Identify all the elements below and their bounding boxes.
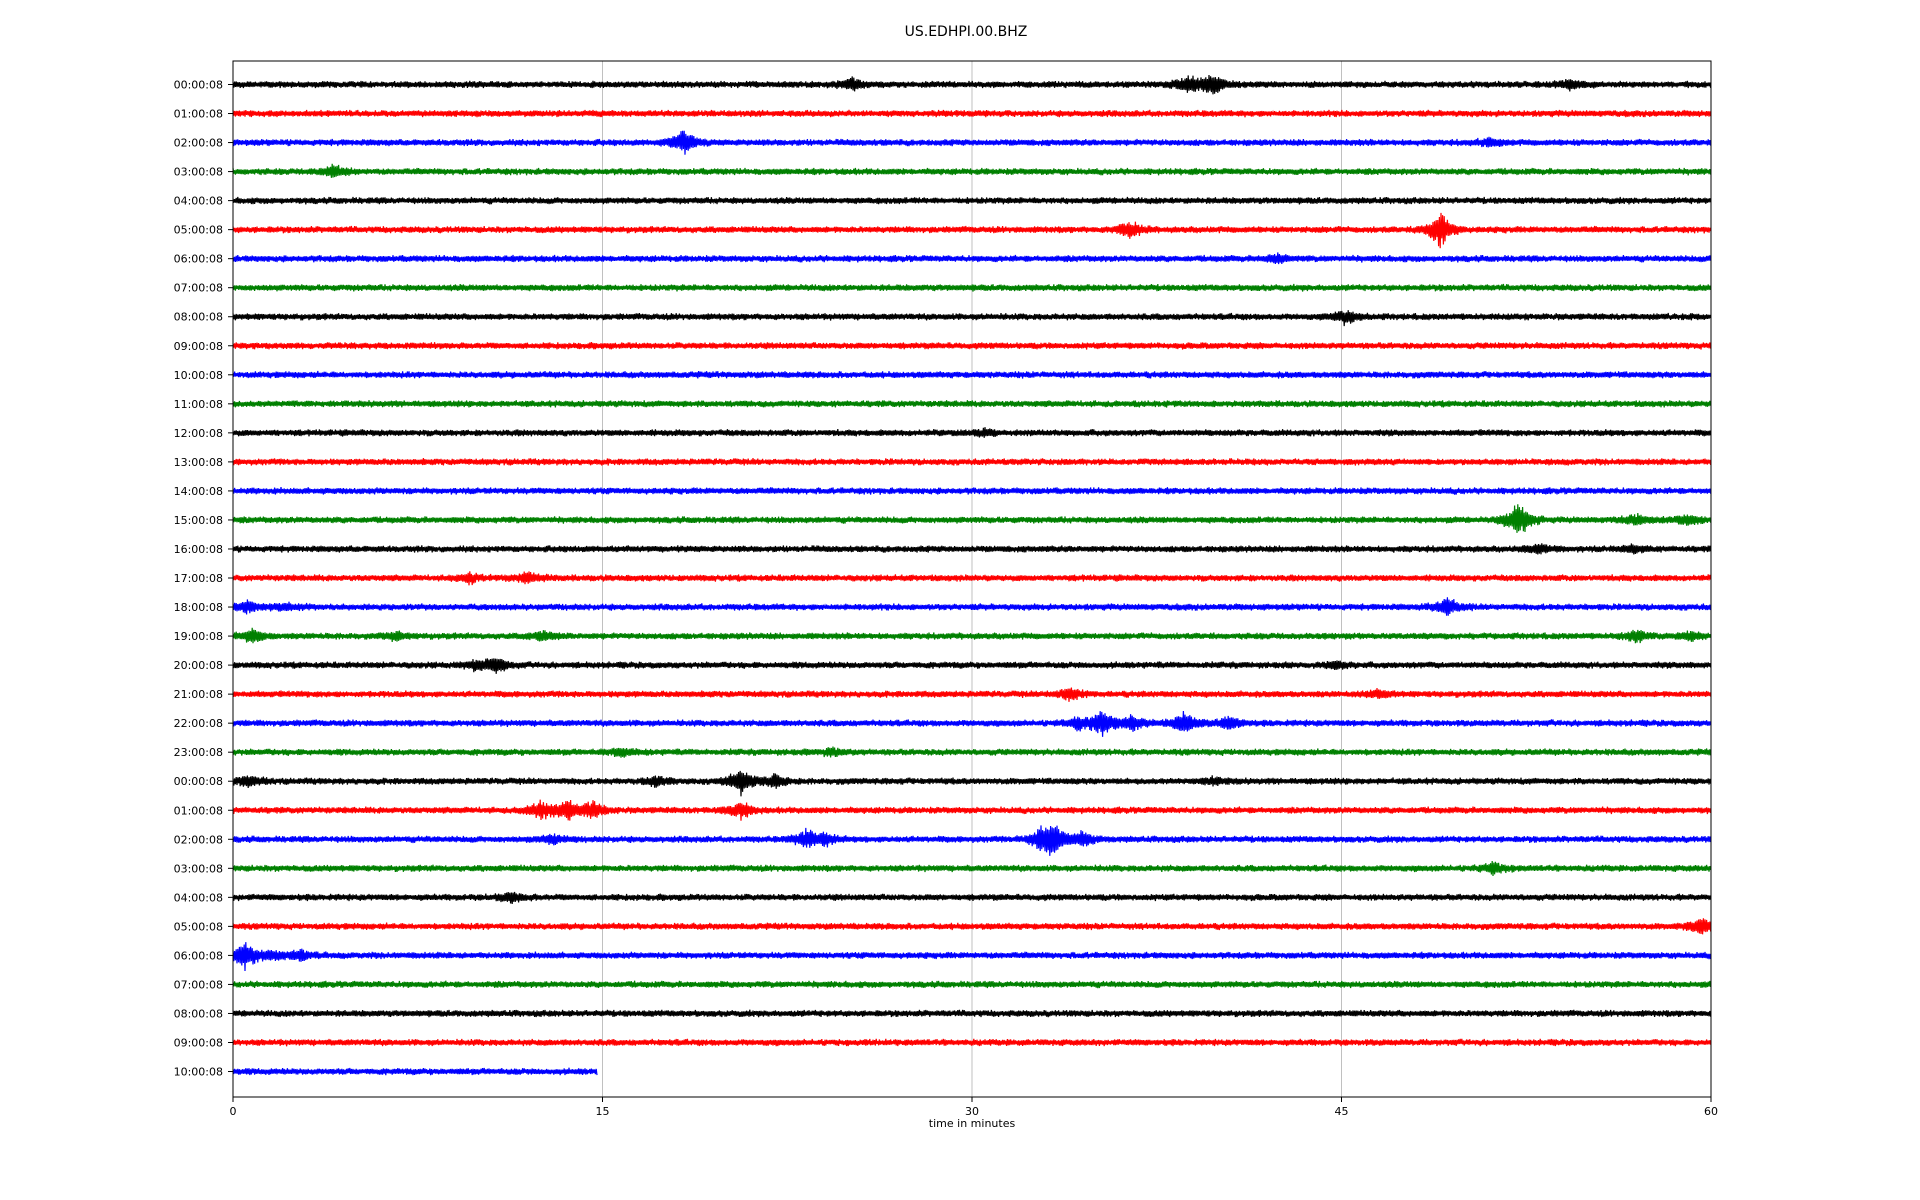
trace-line [232, 918, 1712, 935]
trace-line [232, 860, 1712, 877]
trace-line [232, 504, 1712, 533]
y-tick-label: 03:00:08 [174, 166, 223, 179]
trace-line [232, 163, 1712, 178]
trace-line [232, 627, 1712, 644]
y-tick-label: 23:00:08 [174, 746, 223, 759]
trace-line [232, 687, 1712, 702]
y-tick-label: 22:00:08 [174, 717, 223, 730]
x-tick-label: 45 [1335, 1105, 1349, 1118]
y-tick-label: 11:00:08 [174, 398, 223, 411]
trace-line [232, 212, 1712, 249]
trace-line [232, 283, 1712, 292]
trace-line [232, 342, 1712, 350]
trace-line [232, 710, 1712, 737]
y-tick-label: 14:00:08 [174, 485, 223, 498]
y-tick-label: 07:00:08 [174, 978, 223, 991]
y-tick-label: 05:00:08 [174, 224, 223, 237]
y-tick-label: 08:00:08 [174, 1007, 223, 1020]
trace-line [232, 1038, 1712, 1047]
trace-line [232, 74, 1712, 95]
y-tick-label: 15:00:08 [174, 514, 223, 527]
trace-line [232, 770, 1712, 797]
y-tick-label: 01:00:08 [174, 108, 223, 121]
x-tick-label: 30 [965, 1105, 979, 1118]
y-tick-label: 06:00:08 [174, 253, 223, 266]
y-tick-label: 09:00:08 [174, 1036, 223, 1049]
y-tick-label: 00:00:08 [174, 775, 223, 788]
y-tick-label: 16:00:08 [174, 543, 223, 556]
y-tick-label: 10:00:08 [174, 369, 223, 382]
trace-line [232, 746, 1712, 758]
y-tick-label: 02:00:08 [174, 833, 223, 846]
y-tick-label: 04:00:08 [174, 195, 223, 208]
traces [232, 74, 1712, 1076]
trace-line [232, 1067, 598, 1076]
trace-line [232, 458, 1712, 466]
trace-line [232, 370, 1712, 379]
y-tick-label: 12:00:08 [174, 427, 223, 440]
y-tick-label: 17:00:08 [174, 572, 223, 585]
y-tick-label: 13:00:08 [174, 456, 223, 469]
x-tick-label: 60 [1704, 1105, 1718, 1118]
x-tick-label: 0 [230, 1105, 237, 1118]
trace-line [232, 891, 1712, 905]
y-tick-label: 19:00:08 [174, 630, 223, 643]
y-tick-label: 21:00:08 [174, 688, 223, 701]
trace-line [232, 487, 1712, 495]
x-tick-label: 15 [596, 1105, 610, 1118]
y-tick-label: 04:00:08 [174, 891, 223, 904]
x-axis-label: time in minutes [929, 1117, 1016, 1130]
trace-line [232, 1009, 1712, 1018]
trace-line [232, 109, 1712, 118]
y-tick-label: 07:00:08 [174, 282, 223, 295]
trace-line [232, 571, 1712, 586]
trace-line [232, 310, 1712, 327]
trace-line [232, 658, 1712, 674]
trace-line [232, 980, 1712, 989]
trace-line [232, 942, 1712, 972]
chart-title: US.EDHPI.00.BHZ [905, 24, 1028, 40]
y-tick-label: 03:00:08 [174, 862, 223, 875]
y-tick-label: 10:00:08 [174, 1066, 223, 1079]
trace-line [232, 400, 1712, 408]
y-tick-label: 08:00:08 [174, 311, 223, 324]
y-tick-label: 02:00:08 [174, 137, 223, 150]
y-tick-label: 18:00:08 [174, 601, 223, 614]
trace-line [232, 543, 1712, 555]
trace-line [232, 597, 1712, 616]
y-tick-labels: 00:00:08 01:00:08 02:00:08 03:00:08 04:00:08… [174, 79, 233, 1079]
y-tick-label: 00:00:08 [174, 79, 223, 92]
x-tick-labels: 0 15 30 45 60 [230, 1097, 1718, 1118]
trace-line [232, 130, 1712, 155]
trace-line [232, 427, 1712, 438]
trace-line [232, 196, 1712, 205]
trace-line [232, 252, 1712, 265]
trace-line [232, 825, 1712, 856]
y-tick-label: 01:00:08 [174, 804, 223, 817]
y-tick-label: 20:00:08 [174, 659, 223, 672]
y-tick-label: 09:00:08 [174, 340, 223, 353]
y-tick-label: 05:00:08 [174, 920, 223, 933]
y-tick-label: 06:00:08 [174, 949, 223, 962]
trace-line [232, 799, 1712, 821]
